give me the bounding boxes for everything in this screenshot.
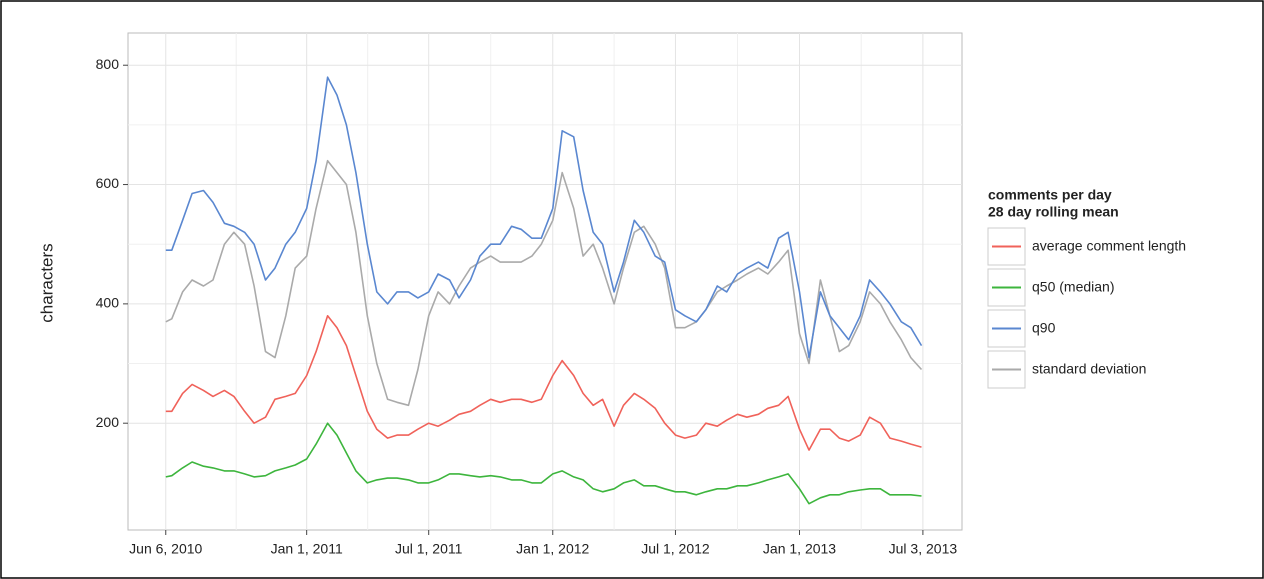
line — [165, 422, 922, 505]
legend-title: comments per day — [988, 187, 1112, 203]
line — [165, 76, 923, 359]
y-axis-label: characters — [37, 243, 56, 322]
legend-label: q50 (median) — [1032, 279, 1115, 295]
y-tick-label: 400 — [96, 295, 120, 311]
y-tick-label: 600 — [96, 175, 120, 191]
x-tick-label: Jan 1, 2013 — [763, 541, 836, 557]
plot-panel — [127, 32, 963, 531]
line — [165, 315, 922, 451]
x-tick-label: Jul 1, 2012 — [641, 541, 710, 557]
x-tick-label: Jun 6, 2010 — [129, 541, 202, 557]
x-tick-label: Jul 1, 2011 — [395, 541, 463, 557]
x-tick-label: Jan 1, 2011 — [271, 541, 343, 557]
legend-label: average comment length — [1032, 238, 1186, 254]
legend-label: q90 — [1032, 320, 1056, 336]
legend-title: 28 day rolling mean — [988, 204, 1119, 220]
y-tick-label: 200 — [96, 414, 120, 430]
y-tick-label: 800 — [96, 56, 120, 72]
legend-label: standard deviation — [1032, 361, 1146, 377]
x-tick-label: Jan 1, 2012 — [516, 541, 589, 557]
line — [165, 159, 923, 407]
x-tick-label: Jul 3, 2013 — [889, 541, 958, 557]
